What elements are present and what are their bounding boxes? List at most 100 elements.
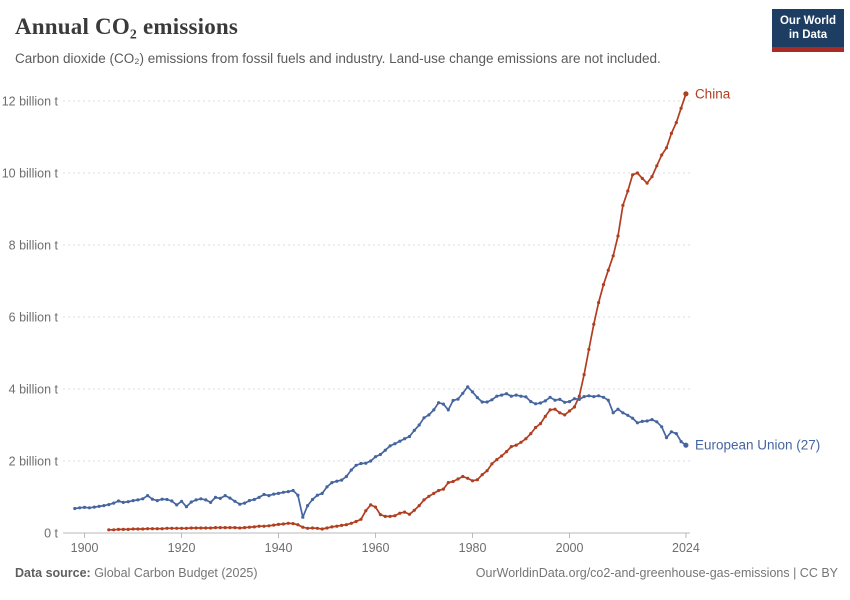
data-point (199, 497, 203, 501)
data-point (655, 164, 659, 168)
data-point (432, 408, 436, 412)
series-label-european-union-27[interactable]: European Union (27) (695, 438, 820, 453)
data-point (136, 498, 140, 502)
footer-link[interactable]: OurWorldinData.org/co2-and-greenhouse-ga… (475, 566, 838, 580)
data-point (616, 407, 620, 411)
data-point (141, 527, 145, 531)
data-point (495, 394, 499, 398)
series-line-china[interactable] (107, 92, 687, 531)
data-point (611, 254, 615, 258)
data-point (213, 495, 218, 499)
data-point (504, 450, 509, 454)
data-point (126, 500, 130, 504)
data-point (631, 173, 635, 177)
data-point (645, 181, 649, 185)
data-point (238, 526, 242, 530)
data-point (354, 463, 358, 467)
data-point (107, 528, 111, 532)
data-point (422, 416, 426, 420)
series-line-european-union-27[interactable] (73, 385, 687, 519)
data-point (388, 514, 392, 519)
data-point (223, 494, 227, 498)
data-point (272, 492, 276, 496)
data-point (340, 478, 344, 482)
data-point (558, 411, 562, 415)
series-label-china[interactable]: China (695, 86, 731, 101)
data-point (175, 526, 179, 530)
data-point (601, 395, 606, 399)
data-point (466, 385, 470, 389)
data-point (427, 413, 431, 417)
data-point (301, 515, 305, 519)
data-point (558, 397, 562, 401)
data-point (407, 434, 412, 439)
data-point (543, 399, 547, 403)
data-point (155, 527, 159, 531)
y-tick-label: 10 billion t (2, 167, 59, 181)
y-tick-label: 0 t (44, 527, 58, 541)
data-point (582, 395, 586, 399)
data-point (378, 452, 382, 457)
data-point (398, 511, 402, 515)
data-point (509, 394, 513, 398)
data-point (131, 527, 135, 531)
data-point (315, 526, 319, 530)
data-point (417, 504, 421, 508)
owid-logo-line2: in Data (788, 28, 828, 41)
data-point (320, 527, 324, 531)
data-point (529, 432, 533, 436)
data-point (388, 444, 392, 448)
data-point (587, 347, 591, 351)
x-tick-label: 1940 (265, 541, 293, 555)
data-point (170, 499, 174, 503)
data-point (116, 527, 121, 532)
owid-logo[interactable]: Our World in Data (771, 9, 844, 52)
data-point (199, 526, 203, 530)
y-tick-label: 12 billion t (2, 95, 59, 109)
data-point (146, 527, 150, 531)
data-point (364, 461, 368, 465)
data-point (218, 496, 222, 500)
y-tick-label: 2 billion t (9, 455, 59, 469)
data-point (194, 526, 198, 530)
data-point (131, 499, 135, 503)
data-point (650, 418, 654, 422)
data-point (112, 528, 116, 532)
data-point (592, 322, 596, 326)
data-point (204, 526, 208, 530)
data-point (369, 503, 373, 507)
data-point (165, 526, 169, 530)
data-point (451, 398, 455, 403)
data-point (437, 488, 441, 493)
data-point (276, 491, 281, 495)
data-point (432, 491, 436, 495)
data-point (262, 492, 266, 497)
data-point (247, 499, 251, 503)
data-point (126, 527, 130, 532)
data-point (213, 526, 218, 530)
data-point (267, 524, 271, 528)
data-source-note[interactable]: Data source: Global Carbon Budget (2025) (15, 566, 258, 580)
data-point (276, 522, 281, 527)
data-point (136, 527, 140, 531)
data-point (567, 400, 572, 404)
series-european-union-27[interactable]: European Union (27) (73, 385, 820, 519)
data-point (121, 527, 125, 532)
data-point (621, 203, 625, 207)
data-point (446, 481, 450, 485)
data-point (393, 514, 397, 518)
data-point (567, 409, 572, 413)
data-point (683, 442, 689, 448)
series-china[interactable]: China (107, 86, 731, 532)
data-point (490, 462, 494, 466)
data-point (340, 523, 344, 528)
data-point (553, 407, 557, 411)
data-point (344, 474, 348, 479)
data-point (470, 390, 475, 394)
data-point (378, 513, 382, 517)
data-point (529, 400, 533, 404)
data-point (441, 487, 445, 491)
data-point (538, 422, 543, 426)
